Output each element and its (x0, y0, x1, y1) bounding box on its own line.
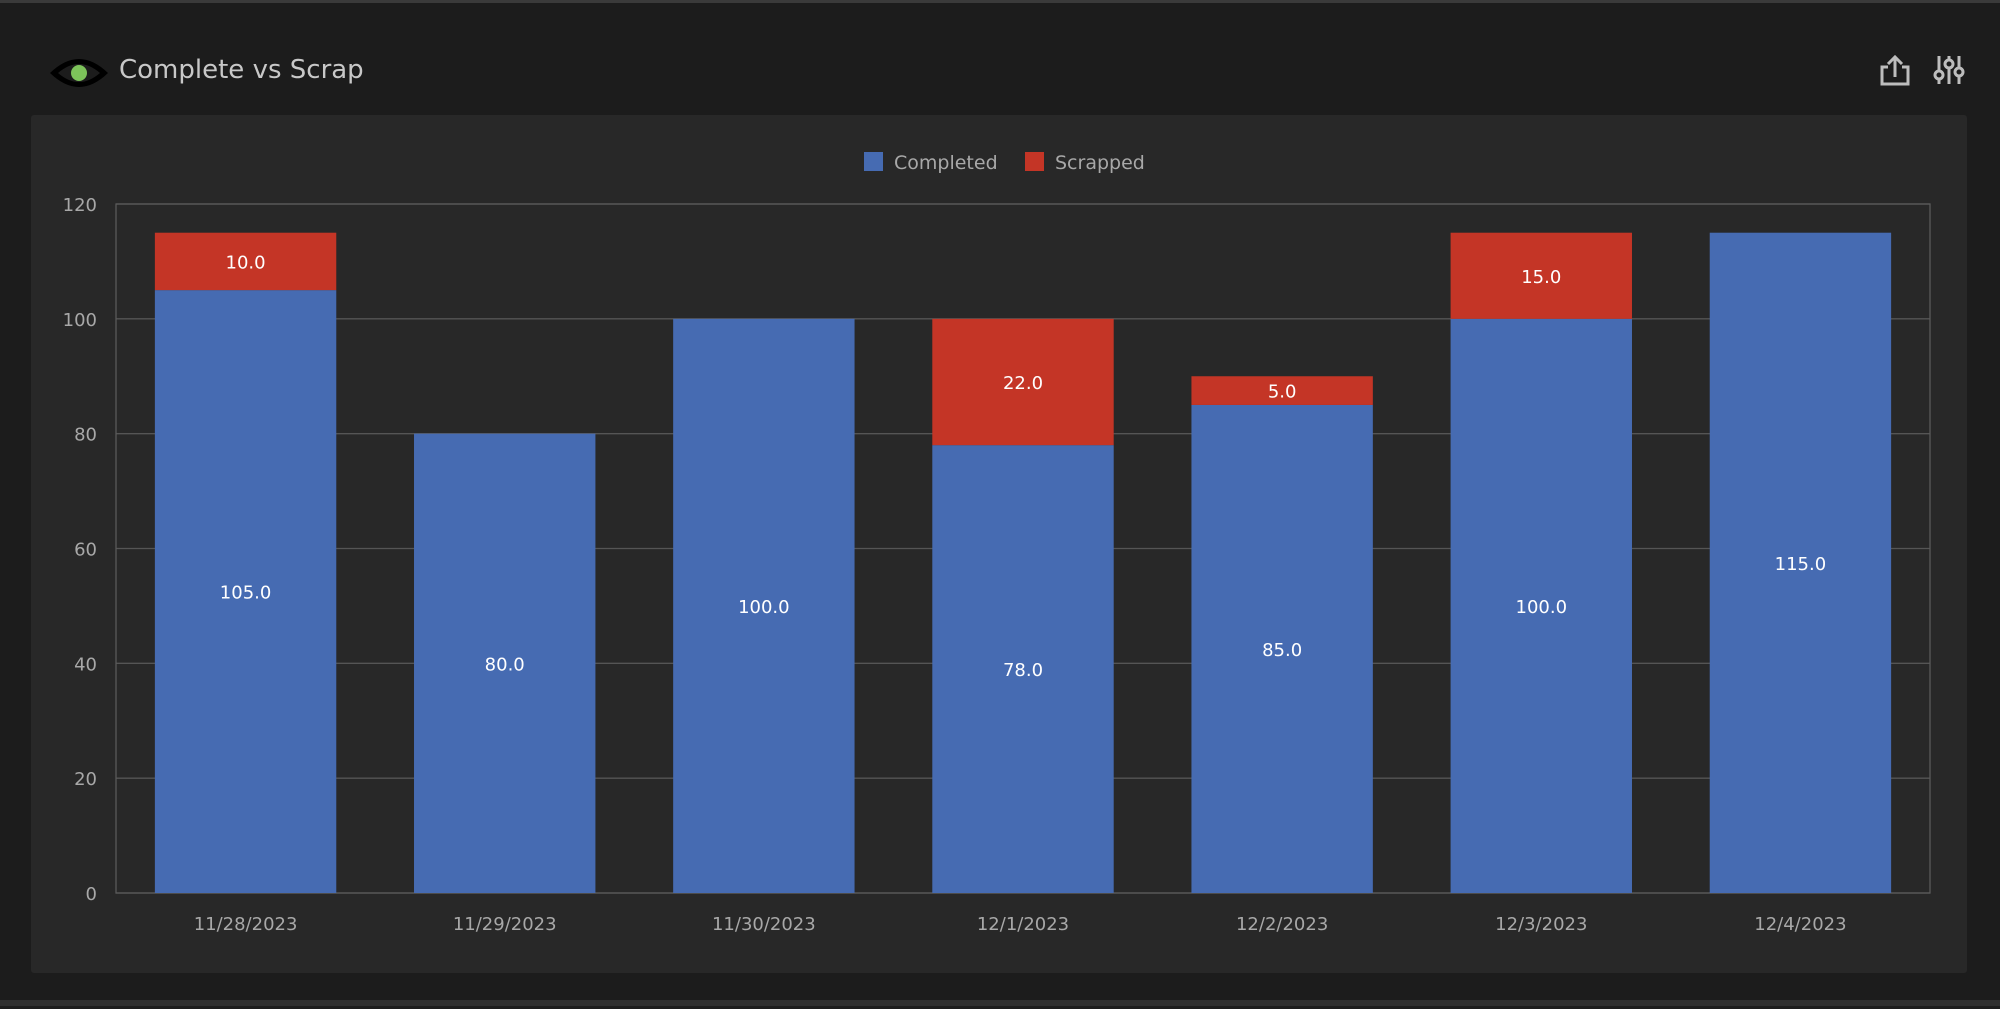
bar-scrapped (154, 232, 337, 291)
data-label: 105.0 (220, 583, 272, 604)
bar-completed (673, 318, 855, 893)
bar-completed (932, 445, 1114, 893)
legend-label: Scrapped (1055, 152, 1145, 174)
data-label: 80.0 (485, 654, 525, 675)
legend-label: Completed (894, 152, 998, 174)
data-label: 100.0 (1516, 597, 1568, 618)
eye-icon (50, 59, 108, 87)
x-tick-label: 12/3/2023 (1495, 914, 1587, 935)
data-label: 5.0 (1268, 382, 1297, 403)
bar-completed (1191, 404, 1373, 893)
data-label: 10.0 (226, 252, 266, 273)
y-tick-label: 80 (74, 425, 97, 446)
x-tick-label: 11/29/2023 (453, 914, 557, 935)
data-label: 85.0 (1262, 640, 1302, 661)
data-label: 100.0 (738, 597, 790, 618)
y-tick-label: 120 (63, 195, 97, 216)
bar-completed (1450, 318, 1632, 893)
y-tick-label: 40 (74, 654, 97, 675)
data-label: 22.0 (1003, 373, 1043, 394)
chart-title: Complete vs Scrap (119, 55, 364, 85)
y-tick-label: 100 (63, 310, 97, 331)
x-tick-label: 11/30/2023 (712, 914, 816, 935)
bar-scrapped (1450, 232, 1632, 319)
data-label: 78.0 (1003, 660, 1043, 681)
export-icon[interactable] (1878, 53, 1912, 87)
y-tick-label: 0 (86, 884, 97, 905)
bottom-border (0, 1000, 2000, 1006)
legend-swatch (1025, 152, 1044, 171)
x-tick-label: 11/28/2023 (194, 914, 298, 935)
bar-completed (154, 290, 337, 893)
data-label: 115.0 (1775, 554, 1827, 575)
bar-scrapped (932, 318, 1114, 446)
x-tick-label: 12/1/2023 (977, 914, 1069, 935)
y-tick-label: 20 (74, 769, 97, 790)
stacked-bar-chart: 0 20 40 60 80 100 120 105.0 10.0 11/28/2023 80.0 11… (63, 152, 1931, 935)
sliders-icon[interactable] (1932, 53, 1966, 87)
bar-completed (414, 433, 596, 893)
data-label: 15.0 (1521, 267, 1561, 288)
x-tick-label: 12/4/2023 (1754, 914, 1846, 935)
x-tick-label: 12/2/2023 (1236, 914, 1328, 935)
y-tick-label: 60 (74, 540, 97, 561)
bar-completed (1709, 232, 1892, 894)
legend-swatch (864, 152, 883, 171)
bar-scrapped (1191, 376, 1373, 405)
